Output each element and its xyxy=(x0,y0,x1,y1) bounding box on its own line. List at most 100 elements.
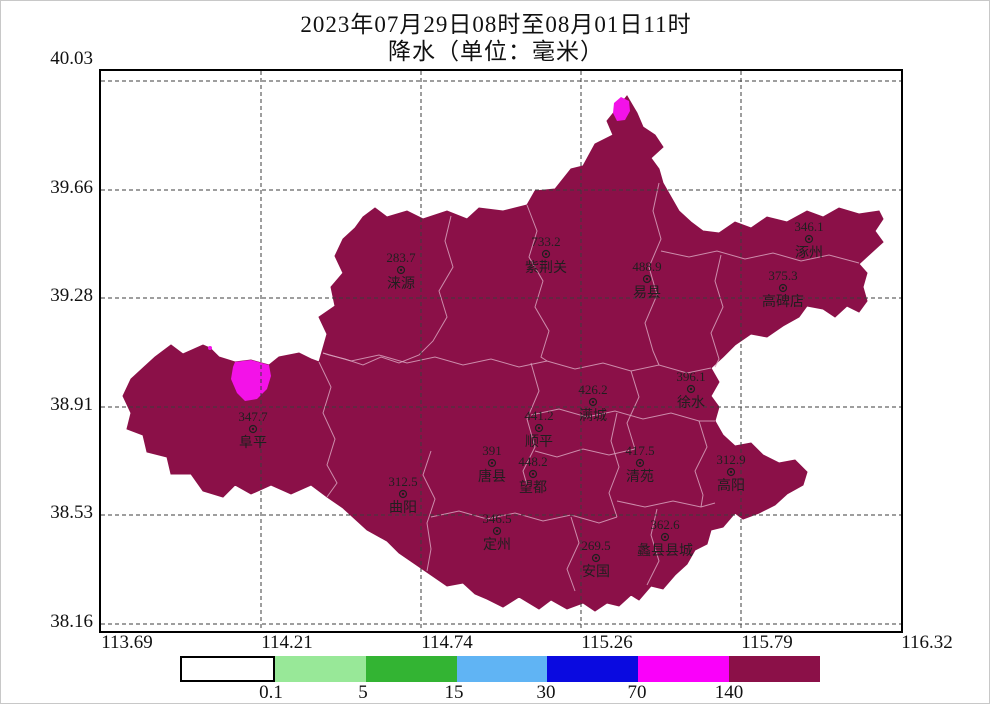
legend-threshold-label: 140 xyxy=(714,682,744,703)
legend-color-segment xyxy=(547,656,639,682)
station-value: 283.7 xyxy=(386,250,416,265)
station-name: 定州 xyxy=(483,537,511,553)
station-value: 362.6 xyxy=(650,517,680,532)
station-value: 375.3 xyxy=(768,268,797,283)
y-tick-label: 39.66 xyxy=(50,177,93,198)
station-曲阳: 312.5 曲阳 xyxy=(388,474,417,516)
station-name: 高阳 xyxy=(717,477,745,494)
legend-color-segment xyxy=(180,656,275,682)
station-marker-dot-icon xyxy=(663,535,667,539)
station-marker-icon xyxy=(591,553,601,563)
station-value: 733.2 xyxy=(531,234,560,249)
station-marker-dot-icon xyxy=(689,387,693,391)
y-tick-label: 39.28 xyxy=(50,285,93,306)
station-name: 唐县 xyxy=(478,468,506,485)
figure-title-date-range: 2023年07月29日08时至08月01日11时 xyxy=(300,12,692,37)
station-marker-icon xyxy=(528,469,538,479)
legend-threshold-label: 30 xyxy=(536,682,556,703)
station-name: 高碑店 xyxy=(762,293,804,310)
legend-color-segment xyxy=(729,656,821,682)
station-marker-dot-icon xyxy=(537,426,541,430)
station-value: 346.5 xyxy=(482,511,511,526)
station-marker-icon xyxy=(804,234,814,244)
station-marker-dot-icon xyxy=(495,529,499,533)
county-boundary-line xyxy=(566,516,580,592)
county-boundary-line xyxy=(318,361,338,498)
station-name: 安国 xyxy=(582,564,610,580)
station-高阳: 312.9 高阳 xyxy=(716,452,745,494)
station-marker-icon xyxy=(396,265,406,275)
station-marker-icon xyxy=(726,467,736,477)
county-boundary-line xyxy=(422,450,436,572)
legend-color-segment xyxy=(274,656,366,682)
station-marker-icon xyxy=(642,274,652,284)
station-name: 顺平 xyxy=(525,434,553,450)
station-value: 396.1 xyxy=(676,369,705,384)
station-marker-icon xyxy=(588,397,598,407)
station-定州: 346.5 定州 xyxy=(482,511,511,553)
station-涞源: 283.7 涞源 xyxy=(386,250,416,292)
region-fill-70-140mm xyxy=(231,360,271,401)
station-name: 涞源 xyxy=(387,276,415,292)
station-name: 涿州 xyxy=(795,245,823,261)
station-marker-dot-icon xyxy=(645,277,649,281)
station-易县: 488.9 易县 xyxy=(632,259,661,301)
station-marker-dot-icon xyxy=(594,556,598,560)
legend-threshold-label: 5 xyxy=(358,682,368,703)
x-tick-label: 115.79 xyxy=(741,632,793,653)
y-tick-label: 40.03 xyxy=(50,48,93,69)
y-tick-label: 38.91 xyxy=(50,394,93,415)
station-阜平: 347.7 阜平 xyxy=(238,409,268,451)
station-name: 清苑 xyxy=(626,469,654,485)
county-boundary-line xyxy=(694,420,708,508)
station-marker-dot-icon xyxy=(807,237,811,241)
legend-threshold-label: 70 xyxy=(627,682,647,703)
station-name: 易县 xyxy=(633,286,661,301)
station-marker-dot-icon xyxy=(591,400,595,404)
station-value: 488.9 xyxy=(632,259,661,274)
station-marker-dot-icon xyxy=(399,268,403,272)
station-唐县: 391 唐县 xyxy=(478,443,506,485)
station-marker-dot-icon xyxy=(401,492,405,496)
station-marker-icon xyxy=(635,458,645,468)
county-boundary-line xyxy=(660,250,860,264)
station-value: 441.2 xyxy=(524,408,553,423)
station-name: 曲阳 xyxy=(389,500,417,516)
station-marker-icon xyxy=(492,526,502,536)
x-tick-label: 116.32 xyxy=(901,632,953,653)
county-boundary-line xyxy=(710,254,724,368)
map-plot-area: 283.7 涞源 733.2 紫荆关 488.9 易县 346.1 涿州 375.3 高碑店 396… xyxy=(99,69,903,633)
station-marker-dot-icon xyxy=(531,472,535,476)
station-高碑店: 375.3 高碑店 xyxy=(762,268,804,310)
station-顺平: 441.2 顺平 xyxy=(524,408,553,450)
station-value: 312.9 xyxy=(716,452,745,467)
county-boundary-line xyxy=(430,510,618,524)
station-望都: 448.2 望都 xyxy=(518,454,547,496)
station-value: 312.5 xyxy=(388,474,417,489)
station-徐水: 396.1 徐水 xyxy=(676,369,705,411)
county-boundary-line xyxy=(322,352,712,374)
station-蠡县县城: 362.6 蠡县县城 xyxy=(637,517,693,559)
station-name: 蠡县县城 xyxy=(637,542,693,559)
station-name: 阜平 xyxy=(239,434,267,451)
x-tick-label: 114.21 xyxy=(261,632,313,653)
station-marker-icon xyxy=(398,489,408,499)
station-name: 望都 xyxy=(519,480,547,496)
legend-colorbar xyxy=(180,656,821,682)
station-marker-dot-icon xyxy=(638,461,642,465)
county-boundary-line xyxy=(644,182,662,366)
station-marker-dot-icon xyxy=(729,470,733,474)
station-marker-icon xyxy=(660,532,670,542)
station-name: 紫荆关 xyxy=(525,260,567,276)
precipitation-map: 283.7 涞源 733.2 紫荆关 488.9 易县 346.1 涿州 375.3 高碑店 396… xyxy=(101,71,901,631)
county-boundary-line xyxy=(522,362,540,486)
station-marker-dot-icon xyxy=(781,286,785,290)
station-紫荆关: 733.2 紫荆关 xyxy=(525,234,567,276)
legend-color-segment xyxy=(638,656,730,682)
station-name: 满城 xyxy=(579,408,607,424)
station-value: 269.5 xyxy=(581,538,610,553)
station-marker-icon xyxy=(778,283,788,293)
y-tick-label: 38.53 xyxy=(50,502,93,523)
station-value: 448.2 xyxy=(518,454,547,469)
